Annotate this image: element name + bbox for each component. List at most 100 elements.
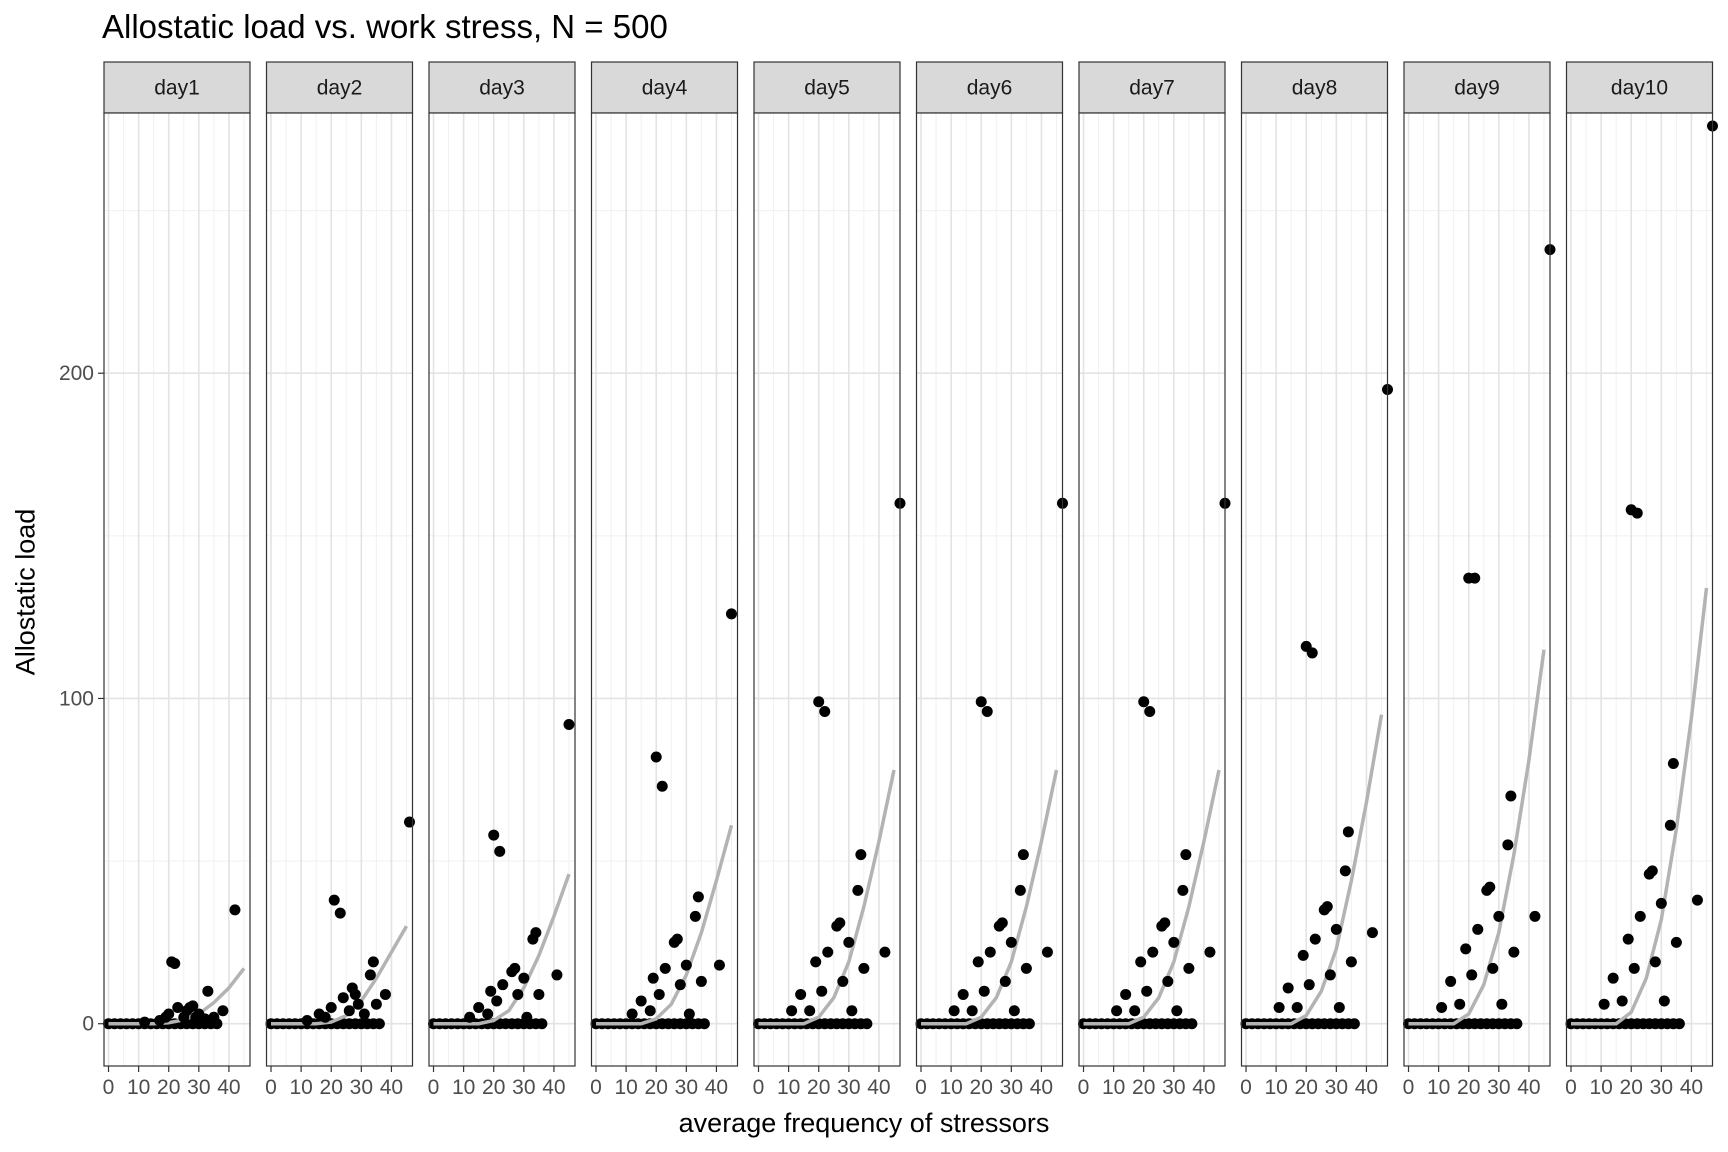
data-point (1345, 956, 1357, 968)
panel-background (916, 113, 1063, 1066)
panel-border (753, 112, 901, 1067)
data-point (217, 1005, 229, 1017)
facet-strip (1240, 61, 1389, 114)
panel-background (591, 113, 738, 1066)
data-point (1147, 946, 1159, 958)
data-point (325, 1001, 337, 1013)
x-tick-label: 20 (807, 1076, 830, 1099)
x-tick-label: 10 (614, 1076, 637, 1099)
x-tick-label: 0 (103, 1076, 115, 1099)
data-point (1023, 1018, 1035, 1030)
panel-background (1241, 113, 1388, 1066)
fit-curve (1571, 587, 1709, 1026)
data-point (999, 975, 1011, 987)
x-tick-label: 0 (590, 1076, 602, 1099)
data-point (172, 1001, 184, 1013)
data-point (1330, 923, 1342, 935)
x-tick-label: 10 (1264, 1076, 1287, 1099)
x-tick-label: 0 (753, 1076, 765, 1099)
x-tick-label: 30 (837, 1076, 860, 1099)
data-point (1144, 705, 1156, 717)
data-point (846, 1005, 858, 1017)
data-point (358, 1008, 370, 1020)
facet-strip-label: day1 (154, 77, 200, 100)
data-point (497, 979, 509, 991)
data-point (1273, 1001, 1285, 1013)
data-point (464, 1011, 476, 1023)
panel-background (104, 113, 250, 1066)
data-point (975, 696, 987, 708)
data-point (1339, 865, 1351, 877)
data-point (1348, 1018, 1360, 1030)
data-point (1005, 936, 1017, 948)
data-point (1171, 1005, 1183, 1017)
data-point (1282, 982, 1294, 994)
data-point (1670, 936, 1682, 948)
x-tick-label: 40 (1030, 1076, 1053, 1099)
data-point (810, 956, 822, 968)
data-point (795, 988, 807, 1000)
data-point (473, 1001, 485, 1013)
facet-strip (1403, 61, 1551, 114)
data-point (352, 998, 364, 1010)
x-tick-label: 20 (482, 1076, 505, 1099)
data-point (1291, 1001, 1303, 1013)
facet-strip (1078, 61, 1226, 114)
data-point (343, 1005, 355, 1017)
panel-border (1565, 112, 1714, 1067)
data-point (1186, 1018, 1198, 1030)
panel-border (590, 112, 739, 1067)
data-point (659, 962, 671, 974)
data-point (1502, 839, 1514, 851)
facet-panel-day7: day7 0 10 20 30 40 (1078, 61, 1231, 1099)
data-point (319, 1011, 331, 1023)
x-tick-label: 20 (157, 1076, 180, 1099)
data-point (984, 946, 996, 958)
data-point (1135, 956, 1147, 968)
data-point (1177, 884, 1189, 896)
data-point (1324, 969, 1336, 981)
facet-strip-label: day3 (479, 77, 525, 100)
data-point (822, 946, 834, 958)
x-tick-label: 0 (1078, 1076, 1090, 1099)
data-point (689, 910, 701, 922)
x-tick-label: 40 (705, 1076, 728, 1099)
facet-strip-label: day2 (317, 77, 363, 100)
facet-panel-day3: day3 0 10 20 30 40 (428, 61, 576, 1099)
x-tick-label: 10 (1589, 1076, 1612, 1099)
data-point (1159, 917, 1171, 929)
data-point (521, 1011, 533, 1023)
data-point (1014, 884, 1026, 896)
data-point (680, 959, 692, 971)
x-tick-label: 40 (1355, 1076, 1378, 1099)
data-point (530, 927, 542, 939)
facet-strip-label: day4 (642, 77, 688, 100)
y-tick-label: 100 (59, 687, 94, 710)
facet-strip-label: day6 (967, 77, 1013, 100)
data-point (1306, 647, 1318, 659)
data-point (1168, 936, 1180, 948)
data-point (1496, 998, 1508, 1010)
data-point (1616, 995, 1628, 1007)
x-tick-label: 20 (1295, 1076, 1318, 1099)
data-point (656, 780, 668, 792)
x-tick-label: 0 (915, 1076, 927, 1099)
x-tick-label: 20 (1132, 1076, 1155, 1099)
data-point (1008, 1005, 1020, 1017)
data-point (1020, 962, 1032, 974)
facet-strip (915, 61, 1064, 114)
data-point (563, 718, 575, 730)
panel-background (1404, 113, 1550, 1066)
data-point (834, 917, 846, 929)
data-point (1303, 979, 1315, 991)
data-point (725, 608, 737, 620)
data-point (1631, 507, 1643, 519)
data-point (1466, 969, 1478, 981)
chart-title: Allostatic load vs. work stress, N = 500 (102, 8, 668, 45)
data-point (509, 962, 521, 974)
x-tick-label: 30 (1162, 1076, 1185, 1099)
x-tick-label: 0 (1565, 1076, 1577, 1099)
data-point (169, 958, 181, 970)
data-point (957, 988, 969, 1000)
